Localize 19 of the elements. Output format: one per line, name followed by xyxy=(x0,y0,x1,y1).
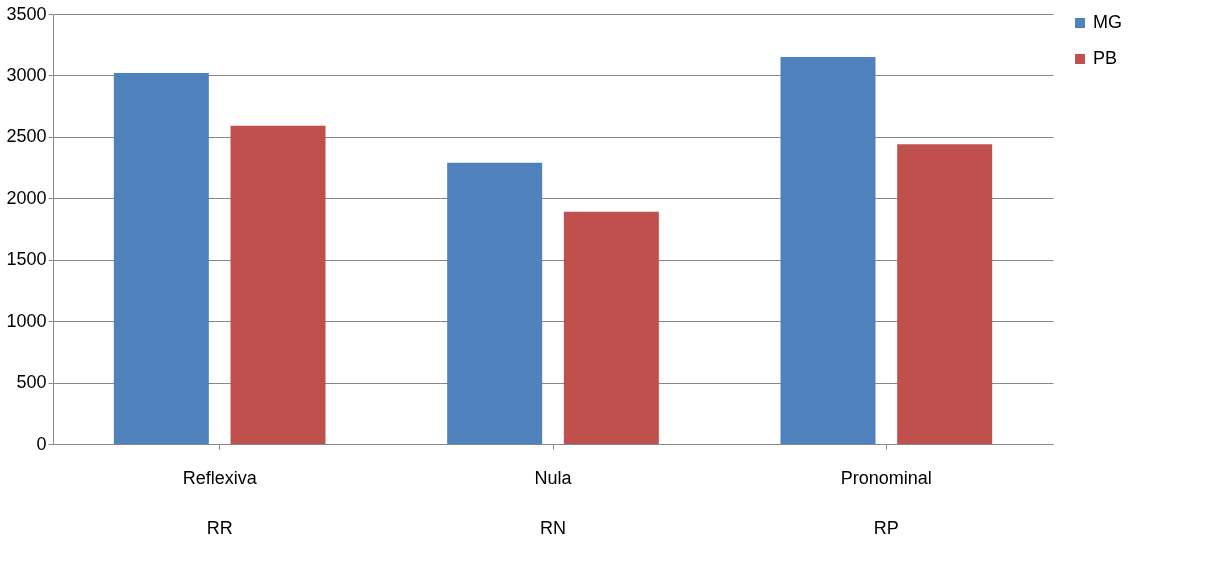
bar xyxy=(230,125,326,444)
bar xyxy=(113,72,209,444)
y-tick-label: 3000 xyxy=(6,64,47,85)
bar xyxy=(780,57,876,444)
bar xyxy=(563,211,659,444)
y-tick-label: 1000 xyxy=(6,310,47,331)
bar xyxy=(897,144,993,444)
legend-label: PB xyxy=(1093,48,1118,68)
y-tick-label: 1500 xyxy=(6,249,47,270)
legend-label: MG xyxy=(1093,12,1122,32)
y-tick-label: 0 xyxy=(36,433,47,454)
category-label: Reflexiva RR xyxy=(182,467,257,538)
y-tick-label: 500 xyxy=(16,372,47,393)
category-label: Pronominal RP xyxy=(840,467,932,538)
bar xyxy=(447,162,543,444)
category-label: Nula RN xyxy=(534,467,572,538)
y-tick-label: 2000 xyxy=(6,187,47,208)
y-tick-label: 3500 xyxy=(6,3,47,24)
y-tick-label: 2500 xyxy=(6,126,47,147)
